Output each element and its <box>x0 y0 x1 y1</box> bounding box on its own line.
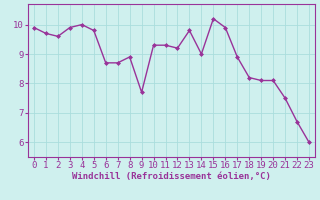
X-axis label: Windchill (Refroidissement éolien,°C): Windchill (Refroidissement éolien,°C) <box>72 172 271 181</box>
